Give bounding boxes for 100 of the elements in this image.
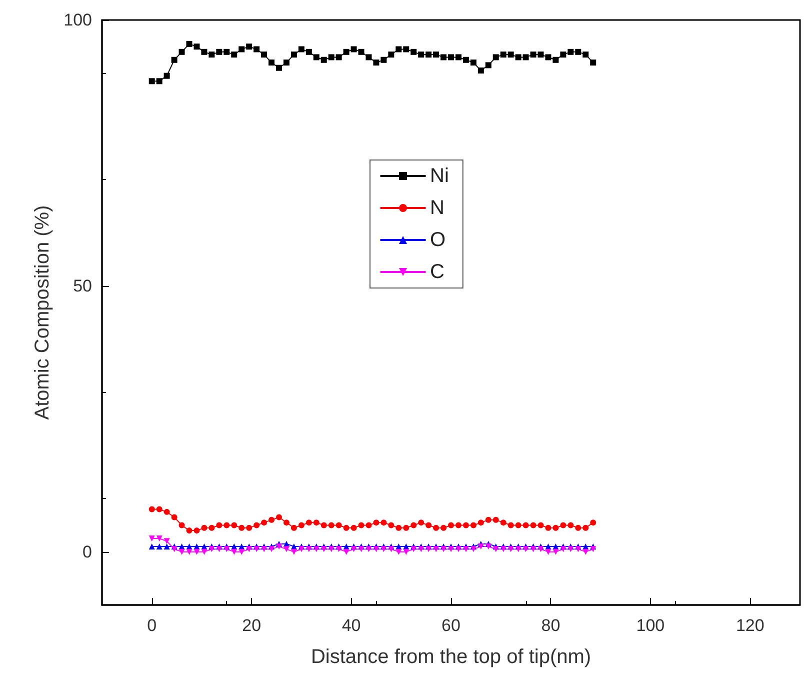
point (313, 54, 320, 60)
point (178, 548, 185, 555)
point (440, 54, 447, 60)
x-tick-label: 40 (342, 616, 361, 635)
point (440, 524, 447, 531)
point (426, 546, 432, 552)
point (336, 522, 342, 528)
point (418, 52, 424, 58)
point (575, 524, 582, 531)
point (276, 544, 282, 550)
point (164, 508, 170, 515)
point (254, 522, 260, 528)
point (268, 60, 275, 66)
point (396, 524, 402, 531)
point (538, 546, 544, 552)
point (508, 52, 514, 58)
point (462, 56, 469, 63)
point (552, 524, 559, 531)
point (388, 52, 394, 58)
point (485, 516, 492, 523)
point (478, 520, 484, 526)
point (186, 40, 192, 47)
point (358, 546, 364, 552)
point (410, 546, 417, 552)
point (201, 524, 208, 531)
point (350, 546, 357, 552)
point (568, 48, 574, 55)
point (320, 522, 327, 528)
point (410, 48, 417, 55)
point (343, 524, 350, 531)
point (298, 546, 304, 552)
point (328, 54, 334, 60)
point (380, 56, 387, 63)
point (448, 522, 454, 528)
point (515, 546, 522, 552)
point (373, 60, 380, 66)
point (403, 548, 410, 555)
point (455, 54, 462, 60)
point (590, 60, 596, 66)
point (418, 546, 424, 552)
y-axis-title: Atomic Composition (%) (32, 205, 54, 420)
point (470, 546, 476, 552)
point (522, 546, 529, 552)
point (238, 548, 245, 555)
point (276, 64, 282, 71)
point (224, 48, 230, 55)
point (261, 546, 268, 552)
point (171, 56, 178, 63)
point (478, 68, 484, 74)
point (201, 48, 208, 55)
point (358, 522, 364, 528)
point (224, 522, 230, 528)
x-tick-label: 60 (442, 616, 460, 635)
point (231, 522, 238, 528)
point (575, 48, 582, 55)
point (208, 524, 215, 531)
point (388, 522, 394, 528)
point (470, 522, 476, 528)
point (560, 522, 566, 528)
point (568, 546, 574, 552)
point (231, 548, 238, 555)
point (268, 516, 275, 523)
point (343, 548, 350, 555)
point (426, 522, 432, 528)
legend-label: Ni (430, 165, 449, 187)
point (552, 56, 559, 63)
point (433, 52, 440, 58)
point (545, 548, 552, 555)
point (492, 546, 499, 552)
point (380, 546, 387, 552)
point (470, 60, 476, 66)
point (178, 522, 185, 528)
point (433, 524, 440, 531)
point (194, 528, 200, 534)
point (276, 514, 282, 520)
point (148, 506, 155, 512)
point (500, 546, 506, 552)
point (515, 522, 522, 528)
point (590, 520, 596, 526)
point (560, 546, 566, 552)
legend-label: N (430, 197, 444, 219)
point (156, 506, 162, 512)
point (485, 62, 492, 68)
x-tick-label: 0 (147, 616, 157, 635)
point (485, 544, 492, 550)
y-tick-label: 0 (82, 542, 92, 562)
point (194, 548, 200, 555)
point (373, 546, 380, 552)
point (538, 522, 544, 528)
point (246, 524, 252, 531)
point (508, 546, 514, 552)
point (336, 54, 342, 60)
point (208, 546, 215, 552)
point (433, 546, 440, 552)
point (306, 520, 312, 526)
point (396, 46, 402, 52)
point (148, 536, 155, 542)
point (522, 522, 529, 528)
point (530, 52, 536, 58)
point (358, 48, 364, 55)
